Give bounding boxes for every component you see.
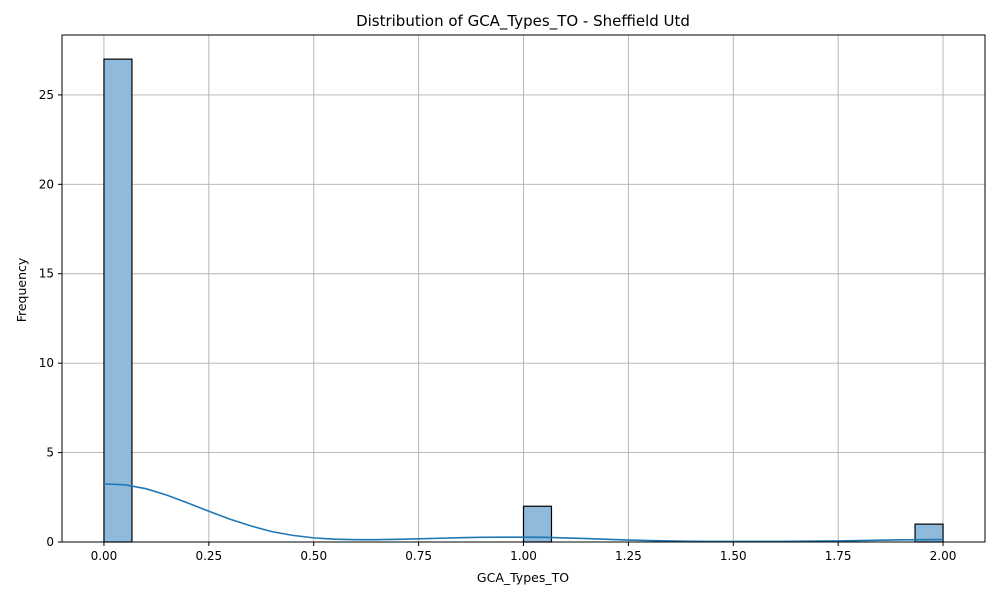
x-tick-label: 1.50 xyxy=(720,549,747,563)
histogram-bar xyxy=(103,58,133,543)
x-tick-label: 1.25 xyxy=(615,549,642,563)
y-tick-label: 15 xyxy=(39,267,54,281)
histogram-bar xyxy=(522,505,553,543)
kde-curve-group xyxy=(103,483,944,543)
histogram-bars xyxy=(103,58,944,543)
x-tick-label: 2.00 xyxy=(930,549,957,563)
x-tick-label: 1.75 xyxy=(825,549,852,563)
y-tick-label: 25 xyxy=(39,88,54,102)
y-axis-label: Frequency xyxy=(14,257,29,322)
x-tick-label: 0.75 xyxy=(405,549,432,563)
kde-line xyxy=(103,483,944,543)
y-tick-label: 10 xyxy=(39,356,54,370)
y-tick-label: 20 xyxy=(39,177,54,191)
y-tick-label: 5 xyxy=(46,446,54,460)
x-axis-ticks: 0.00 0.25 0.50 0.75 1.00 1.25 1.50 1.75 2.00 xyxy=(91,542,957,563)
x-tick-label: 1.00 xyxy=(510,549,537,563)
x-tick-label: 0.50 xyxy=(300,549,327,563)
y-tick-label: 0 xyxy=(46,535,54,549)
x-tick-label: 0.00 xyxy=(91,549,118,563)
chart-title: Distribution of GCA_Types_TO - Sheffield… xyxy=(356,12,690,31)
grid-lines xyxy=(62,35,985,543)
y-axis-ticks: 0 5 10 15 20 25 xyxy=(39,88,62,549)
x-axis-label: GCA_Types_TO xyxy=(477,570,569,585)
x-tick-label: 0.25 xyxy=(195,549,222,563)
